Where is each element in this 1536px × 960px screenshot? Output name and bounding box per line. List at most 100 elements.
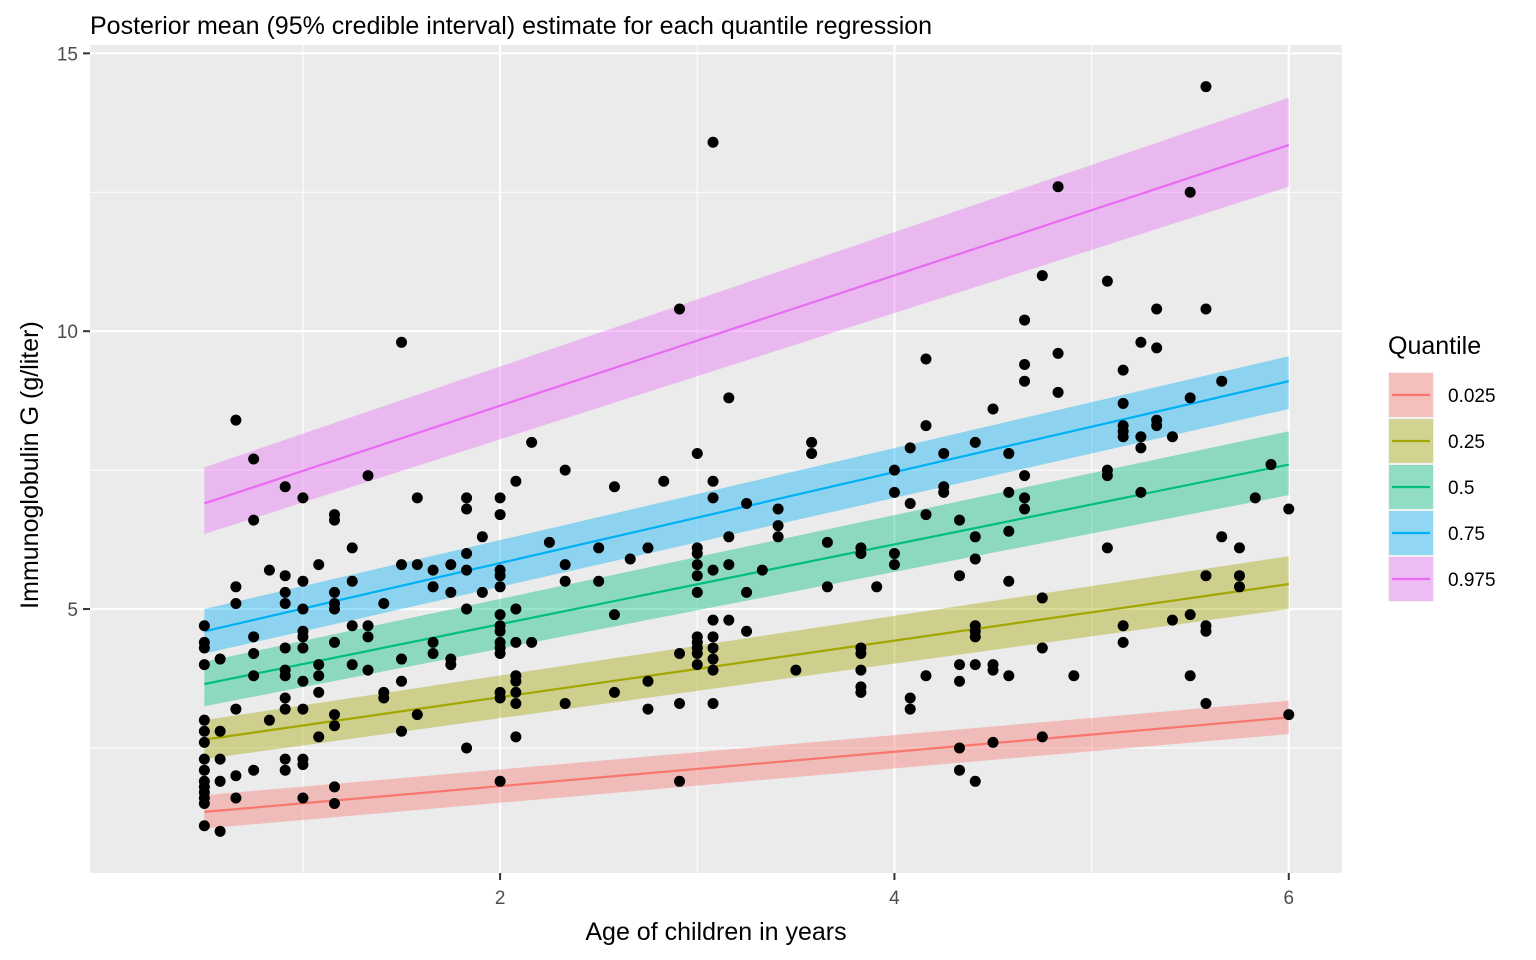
data-point: [510, 698, 522, 710]
data-point: [1216, 375, 1228, 387]
data-point: [821, 581, 833, 593]
data-point: [1166, 614, 1178, 626]
data-point: [297, 603, 309, 615]
data-point: [806, 436, 818, 448]
data-point: [707, 492, 719, 504]
data-point: [674, 775, 686, 787]
data-point: [593, 575, 605, 587]
legend-label-0.5: 0.5: [1448, 478, 1474, 499]
data-point: [1283, 709, 1295, 721]
data-point: [445, 586, 457, 598]
data-point: [198, 714, 210, 726]
data-point: [198, 820, 210, 832]
chart-title: Posterior mean (95% credible interval) e…: [90, 12, 932, 40]
data-point: [279, 481, 291, 493]
data-point: [1166, 431, 1178, 443]
data-point: [461, 742, 473, 754]
data-point: [1249, 492, 1261, 504]
data-point: [263, 564, 275, 576]
data-point: [1233, 542, 1245, 554]
data-point: [328, 720, 340, 732]
data-point: [855, 686, 867, 698]
data-point: [855, 664, 867, 676]
data-point: [1052, 347, 1064, 359]
data-point: [297, 792, 309, 804]
data-point: [608, 686, 620, 698]
data-point: [427, 581, 439, 593]
data-point: [1151, 420, 1163, 432]
legend-label-0.025: 0.025: [1448, 386, 1496, 407]
data-point: [214, 753, 226, 765]
data-point: [723, 392, 735, 404]
data-point: [214, 653, 226, 665]
data-point: [969, 659, 981, 671]
data-point: [624, 553, 636, 565]
data-point: [263, 714, 275, 726]
data-point: [938, 447, 950, 459]
regression-line-0.025: [204, 716, 1289, 813]
data-point: [707, 642, 719, 654]
credible-band-0.5: [204, 431, 1289, 707]
data-point: [461, 564, 473, 576]
data-point: [674, 303, 686, 315]
data-point: [642, 542, 654, 554]
data-point: [362, 664, 374, 676]
data-point: [427, 636, 439, 648]
data-point: [593, 542, 605, 554]
data-point: [608, 481, 620, 493]
data-point: [494, 581, 506, 593]
data-point: [1233, 570, 1245, 582]
data-point: [248, 764, 260, 776]
legend: Quantile 0.025 0.25 0.5 0.75 0.975: [1388, 332, 1496, 602]
data-point: [904, 692, 916, 704]
data-point: [559, 575, 571, 587]
data-point: [494, 692, 506, 704]
data-point: [543, 536, 555, 548]
data-point: [494, 509, 506, 521]
y-tick-label: 15: [57, 44, 78, 65]
data-point: [279, 670, 291, 682]
data-point: [230, 770, 242, 782]
data-point: [510, 686, 522, 698]
data-point: [987, 403, 999, 415]
data-point: [1003, 447, 1015, 459]
data-point: [691, 570, 703, 582]
data-point: [214, 825, 226, 837]
data-point: [1019, 314, 1031, 326]
data-point: [297, 759, 309, 771]
x-axis-title: Age of children in years: [585, 918, 846, 946]
legend-title: Quantile: [1388, 332, 1481, 360]
data-point: [888, 559, 900, 571]
data-point: [790, 664, 802, 676]
data-point: [559, 464, 571, 476]
data-point: [1019, 375, 1031, 387]
data-point: [494, 570, 506, 582]
regression-lines: [204, 143, 1290, 813]
data-point: [1184, 186, 1196, 198]
data-point: [1101, 470, 1113, 482]
data-point: [707, 653, 719, 665]
data-point: [476, 586, 488, 598]
data-point: [328, 586, 340, 598]
data-point: [313, 559, 325, 571]
data-point: [969, 531, 981, 543]
data-point: [328, 514, 340, 526]
data-point: [888, 486, 900, 498]
data-point: [1151, 303, 1163, 315]
data-point: [510, 731, 522, 743]
data-point: [1019, 492, 1031, 504]
data-point: [707, 136, 719, 148]
data-point: [691, 586, 703, 598]
data-point: [1101, 542, 1113, 554]
data-point: [1036, 731, 1048, 743]
data-point: [214, 775, 226, 787]
data-point: [1135, 442, 1147, 454]
legend-label-0.25: 0.25: [1448, 432, 1485, 453]
data-point: [328, 781, 340, 793]
data-point: [198, 753, 210, 765]
data-point: [920, 420, 932, 432]
data-point: [494, 492, 506, 504]
data-point: [953, 764, 965, 776]
data-point: [691, 547, 703, 559]
data-point: [1052, 386, 1064, 398]
